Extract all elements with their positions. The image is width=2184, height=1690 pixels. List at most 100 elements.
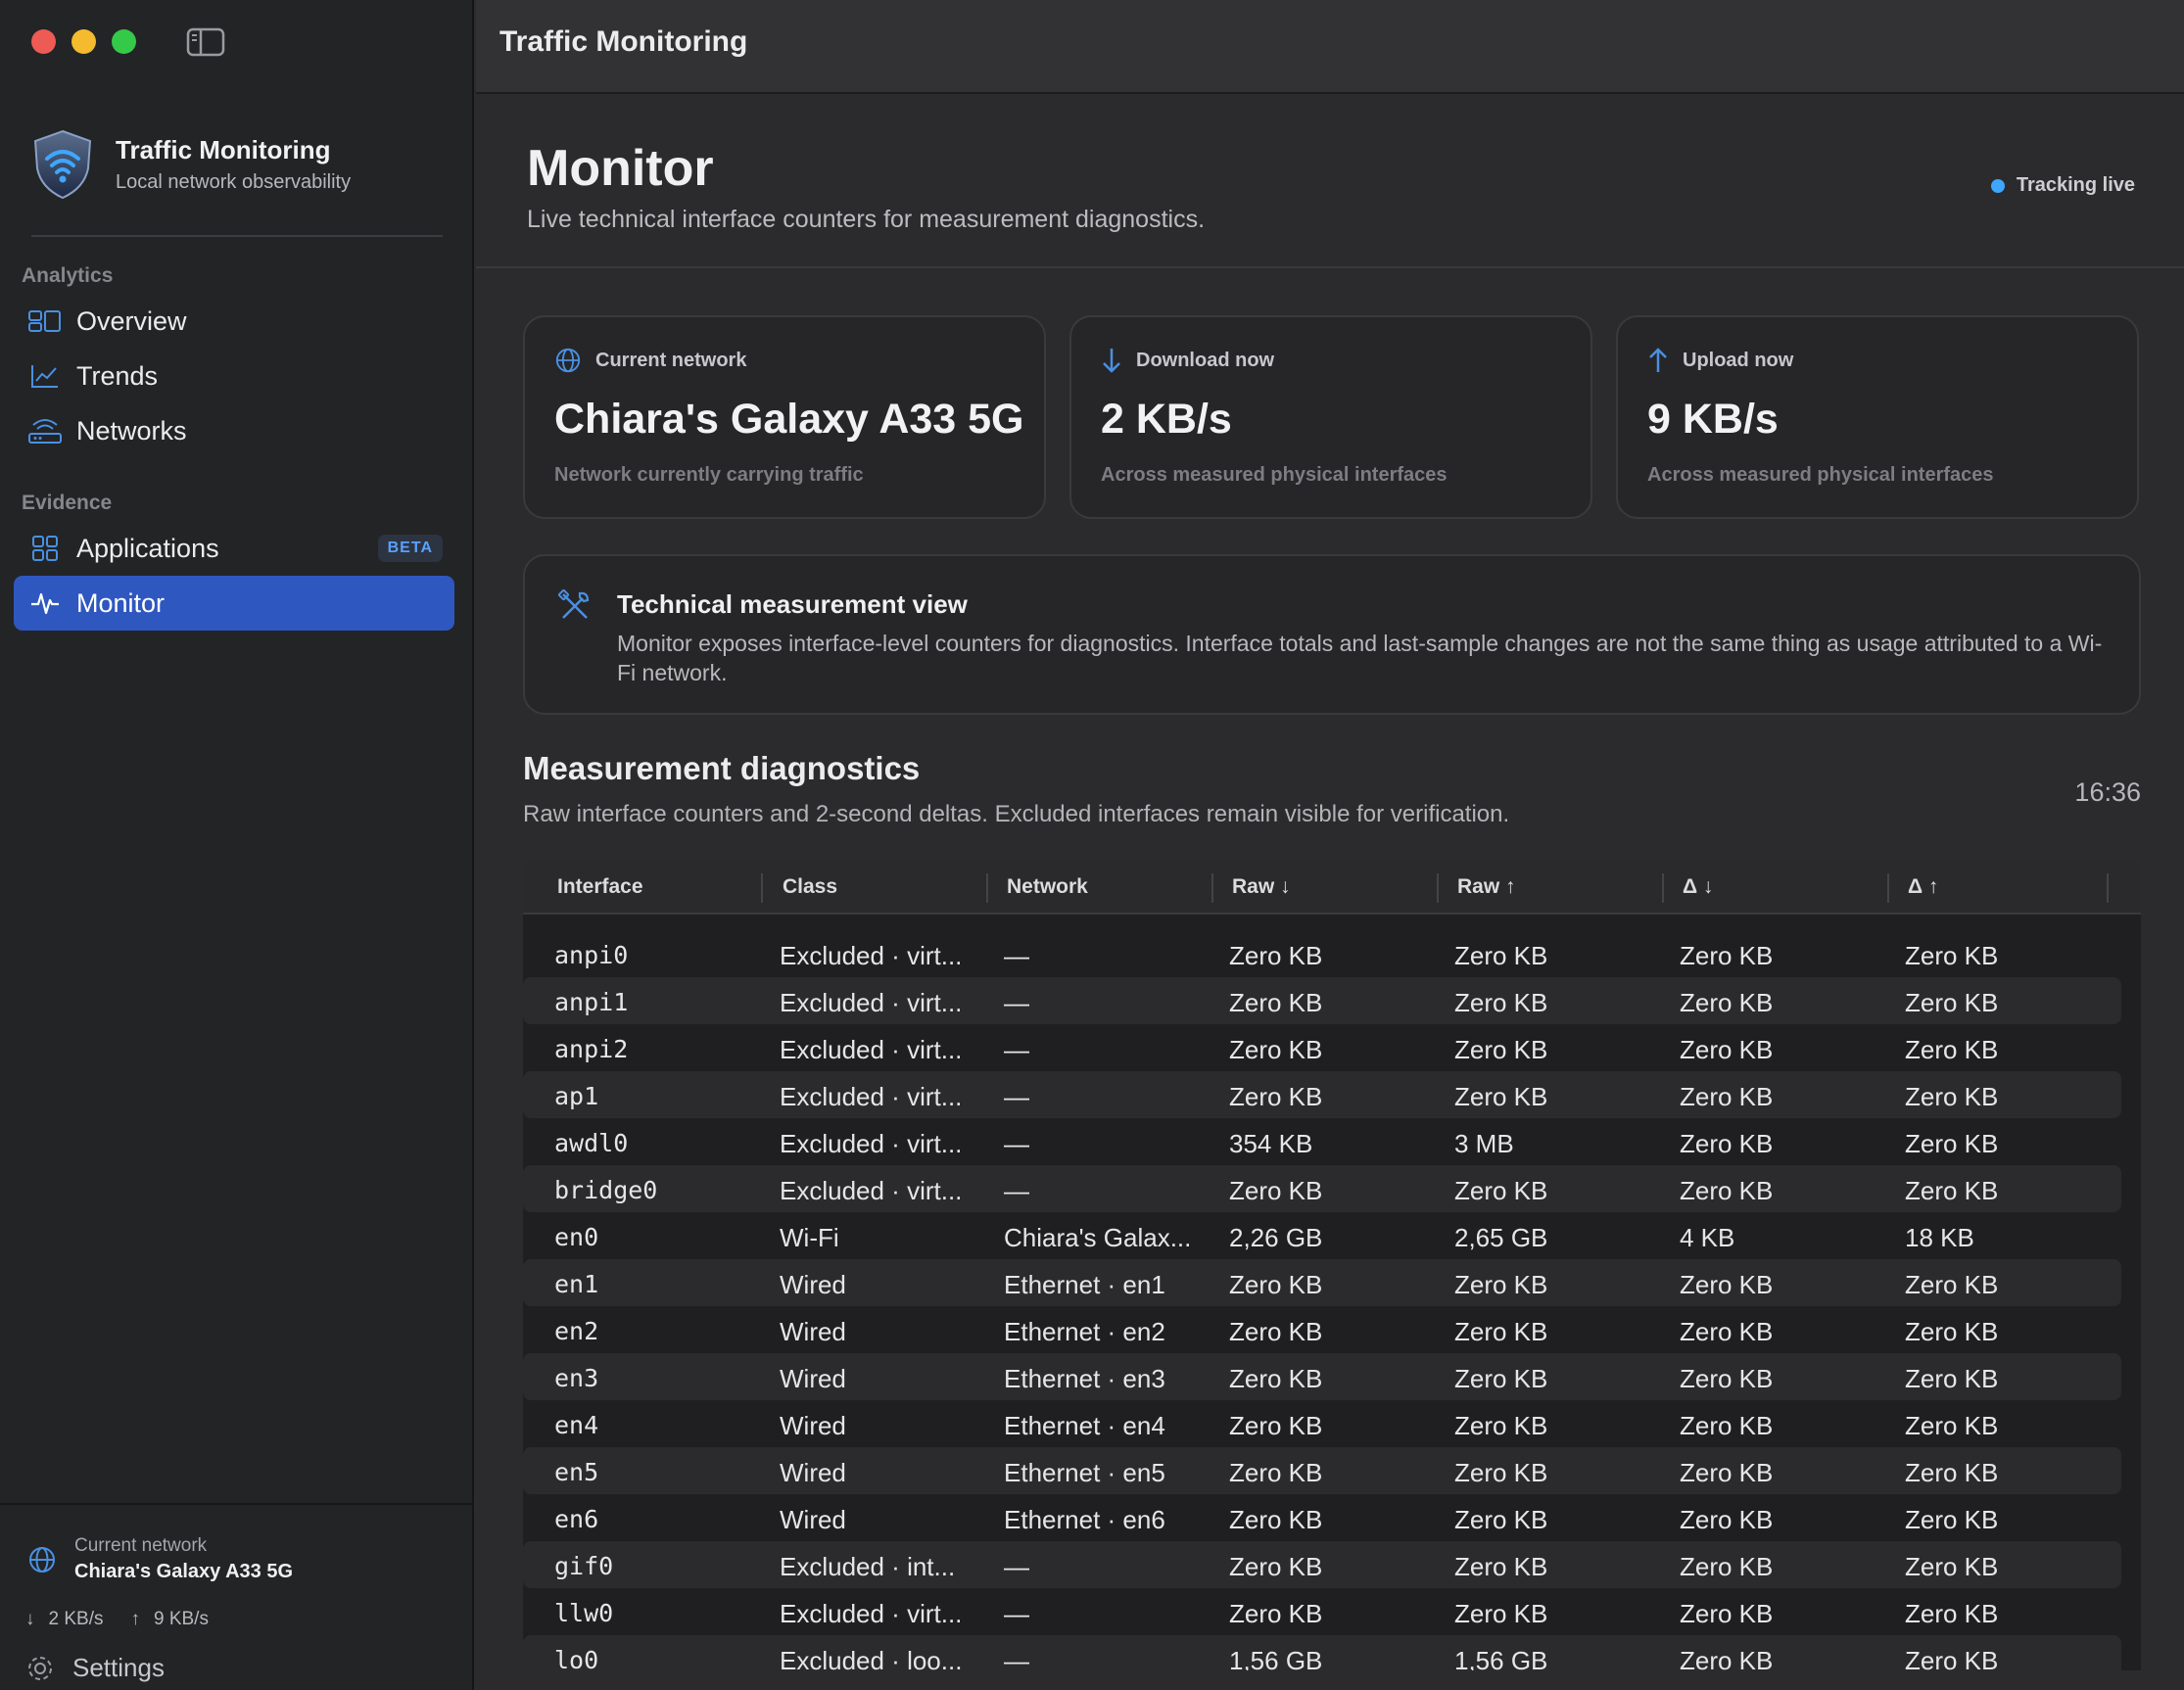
close-window-button[interactable]	[31, 29, 56, 54]
sidebar-footer-divider	[0, 1503, 474, 1505]
column-separator[interactable]	[1887, 873, 1889, 903]
table-row[interactable]: ap1 Excluded · virt... — Zero KB Zero KB Zero…	[523, 1071, 2121, 1118]
sidebar-item-label: Monitor	[76, 587, 166, 618]
cell-class: Excluded · virt...	[780, 1599, 963, 1628]
cell-delta-down: Zero KB	[1680, 941, 1774, 970]
technical-info-box: Technical measurement view Monitor expos…	[523, 554, 2141, 715]
cell-raw-down: 354 KB	[1229, 1129, 1313, 1158]
cell-interface: anpi1	[554, 988, 629, 1016]
cell-raw-up: Zero KB	[1454, 1505, 1548, 1534]
cell-delta-down: Zero KB	[1680, 1552, 1774, 1581]
table-row[interactable]: en6 Wired Ethernet · en6 Zero KB Zero KB Zero…	[523, 1494, 2121, 1541]
cell-class: Excluded · virt...	[780, 1082, 963, 1111]
table-row[interactable]: gif0 Excluded · int... — Zero KB Zero KB Zero…	[523, 1541, 2121, 1588]
cell-class: Wired	[780, 1317, 846, 1346]
footer-current-network: Current network Chiara's Galaxy A33 5G	[27, 1535, 293, 1583]
column-separator[interactable]	[761, 873, 763, 903]
cell-interface: awdl0	[554, 1129, 629, 1157]
overview-icon	[27, 306, 63, 336]
cell-raw-down: Zero KB	[1229, 988, 1323, 1017]
column-separator[interactable]	[986, 873, 988, 903]
cell-raw-down: Zero KB	[1229, 1176, 1323, 1205]
cell-class: Wired	[780, 1364, 846, 1393]
cell-raw-down: Zero KB	[1229, 1364, 1323, 1393]
sidebar-item-overview[interactable]: Overview	[14, 294, 454, 349]
cell-network: Ethernet · en1	[1004, 1270, 1165, 1299]
column-header-network[interactable]: Network	[1007, 875, 1088, 898]
table-row[interactable]: bridge0 Excluded · virt... — Zero KB Zero KB…	[523, 1165, 2121, 1212]
column-header-interface[interactable]: Interface	[557, 875, 643, 898]
card-value: 9 KB/s	[1647, 396, 1779, 443]
upload-card: Upload now 9 KB/s Across measured physic…	[1616, 315, 2139, 519]
card-label: Upload now	[1683, 349, 1794, 371]
cell-network: —	[1004, 941, 1029, 970]
table-row[interactable]: lo0 Excluded · loo... — 1,56 GB 1,56 GB Zero …	[523, 1635, 2121, 1670]
title-bar: Traffic Monitoring	[476, 0, 2184, 94]
brand: Traffic Monitoring Local network observa…	[31, 129, 351, 200]
cell-class: Wired	[780, 1458, 846, 1487]
cell-raw-down: Zero KB	[1229, 1599, 1323, 1628]
sidebar-item-applications[interactable]: Applications BETA	[14, 521, 454, 576]
table-row[interactable]: anpi1 Excluded · virt... — Zero KB Zero KB Ze…	[523, 977, 2121, 1024]
cell-raw-up: Zero KB	[1454, 988, 1548, 1017]
column-separator[interactable]	[2107, 873, 2109, 903]
footer-network-label: Current network	[74, 1535, 208, 1556]
card-value: Chiara's Galaxy A33 5G	[554, 396, 1024, 443]
globe-icon	[29, 1546, 55, 1573]
cell-delta-up: Zero KB	[1905, 1411, 1999, 1440]
arrow-down-icon: ↓	[25, 1609, 35, 1629]
cell-delta-down: Zero KB	[1680, 1458, 1774, 1487]
cell-network: —	[1004, 988, 1029, 1017]
minimize-window-button[interactable]	[71, 29, 96, 54]
table-row[interactable]: en2 Wired Ethernet · en2 Zero KB Zero KB Zero…	[523, 1306, 2121, 1353]
card-note: Across measured physical interfaces	[1101, 464, 1448, 486]
cell-raw-up: 2,65 GB	[1454, 1223, 1548, 1252]
cell-network: —	[1004, 1035, 1029, 1064]
sidebar-item-trends[interactable]: Trends	[14, 349, 454, 403]
cell-class: Excluded · virt...	[780, 1129, 963, 1158]
column-header-raw-down[interactable]: Raw ↓	[1232, 875, 1291, 898]
cell-raw-down: Zero KB	[1229, 1411, 1323, 1440]
sidebar-toggle-icon[interactable]	[186, 26, 225, 58]
table-row[interactable]: en4 Wired Ethernet · en4 Zero KB Zero KB Zero…	[523, 1400, 2121, 1447]
table-row[interactable]: awdl0 Excluded · virt... — 354 KB 3 MB Zero K…	[523, 1118, 2121, 1165]
cell-raw-up: 3 MB	[1454, 1129, 1514, 1158]
column-header-raw-up[interactable]: Raw ↑	[1457, 875, 1516, 898]
column-separator[interactable]	[1662, 873, 1664, 903]
cell-interface: en2	[554, 1317, 599, 1345]
page-title: Monitor	[527, 140, 714, 197]
sidebar-item-monitor[interactable]: Monitor	[14, 576, 454, 631]
cell-delta-down: Zero KB	[1680, 1599, 1774, 1628]
live-status-label: Tracking live	[2016, 174, 2135, 196]
table-header: Interface Class Network Raw ↓ Raw ↑ Δ ↓ …	[523, 862, 2141, 915]
column-header-delta-up[interactable]: Δ ↑	[1908, 875, 1939, 898]
settings-button[interactable]: Settings	[25, 1653, 165, 1683]
table-row[interactable]: en3 Wired Ethernet · en3 Zero KB Zero KB Zero…	[523, 1353, 2121, 1400]
zoom-window-button[interactable]	[112, 29, 136, 54]
cell-network: —	[1004, 1646, 1029, 1670]
cell-raw-up: Zero KB	[1454, 1082, 1548, 1111]
page-header: Monitor Live technical interface counter…	[476, 96, 2184, 268]
cell-interface: llw0	[554, 1599, 614, 1627]
column-separator[interactable]	[1437, 873, 1439, 903]
cell-delta-down: Zero KB	[1680, 1411, 1774, 1440]
cell-delta-up: Zero KB	[1905, 1270, 1999, 1299]
window-title: Traffic Monitoring	[499, 25, 748, 58]
column-header-delta-down[interactable]: Δ ↓	[1683, 875, 1714, 898]
table-row[interactable]: anpi0 Excluded · virt... — Zero KB Zero KB Ze…	[523, 930, 2121, 977]
table-row[interactable]: en0 Wi-Fi Chiara's Galax... 2,26 GB 2,65 GB 4…	[523, 1212, 2121, 1259]
table-row[interactable]: llw0 Excluded · virt... — Zero KB Zero KB Zer…	[523, 1588, 2121, 1635]
table-row[interactable]: en5 Wired Ethernet · en5 Zero KB Zero KB Zero…	[523, 1447, 2121, 1494]
sidebar-item-label: Applications	[76, 533, 219, 563]
cell-raw-up: Zero KB	[1454, 1035, 1548, 1064]
cell-delta-up: Zero KB	[1905, 1317, 1999, 1346]
footer-network-value: Chiara's Galaxy A33 5G	[74, 1561, 294, 1582]
table-row[interactable]: anpi2 Excluded · virt... — Zero KB Zero KB Ze…	[523, 1024, 2121, 1071]
table-row[interactable]: en1 Wired Ethernet · en1 Zero KB Zero KB Zero…	[523, 1259, 2121, 1306]
column-separator[interactable]	[1211, 873, 1213, 903]
cell-raw-down: Zero KB	[1229, 1082, 1323, 1111]
card-value: 2 KB/s	[1101, 396, 1232, 443]
sidebar: Traffic Monitoring Local network observa…	[0, 0, 474, 1690]
column-header-class[interactable]: Class	[783, 875, 838, 898]
sidebar-item-networks[interactable]: Networks	[14, 403, 454, 458]
